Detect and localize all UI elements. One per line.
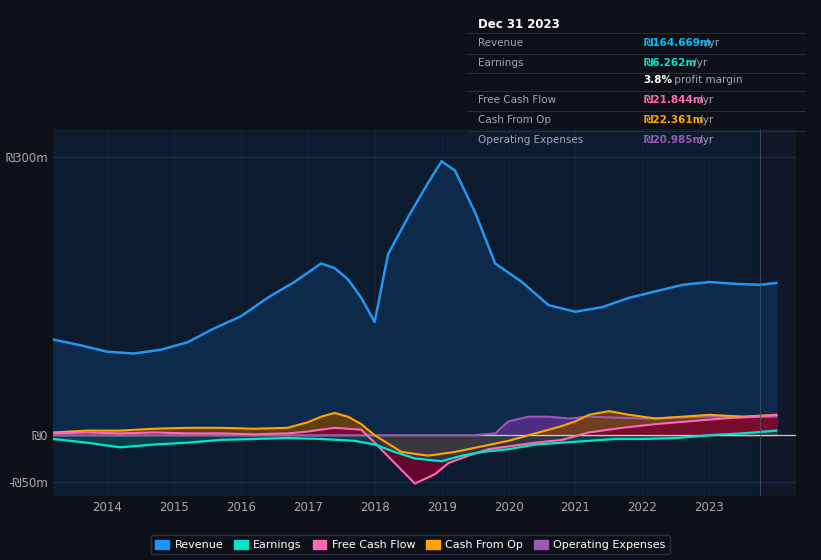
Text: Revenue: Revenue — [478, 38, 523, 48]
Text: ₪22.361m: ₪22.361m — [643, 115, 704, 125]
Text: /yr: /yr — [696, 95, 713, 105]
Text: /yr: /yr — [696, 135, 713, 144]
Text: /yr: /yr — [690, 58, 708, 68]
Text: Dec 31 2023: Dec 31 2023 — [478, 17, 559, 31]
Text: Operating Expenses: Operating Expenses — [478, 135, 583, 144]
Text: ₪6.262m: ₪6.262m — [643, 58, 696, 68]
Text: 3.8%: 3.8% — [643, 74, 672, 85]
Text: /yr: /yr — [696, 115, 713, 125]
Text: ₪164.669m: ₪164.669m — [643, 38, 711, 48]
Text: ₪20.985m: ₪20.985m — [643, 135, 704, 144]
Text: Cash From Op: Cash From Op — [478, 115, 551, 125]
Legend: Revenue, Earnings, Free Cash Flow, Cash From Op, Operating Expenses: Revenue, Earnings, Free Cash Flow, Cash … — [151, 535, 670, 554]
Text: Free Cash Flow: Free Cash Flow — [478, 95, 556, 105]
Text: profit margin: profit margin — [672, 74, 743, 85]
Text: ₪21.844m: ₪21.844m — [643, 95, 704, 105]
Text: Earnings: Earnings — [478, 58, 523, 68]
Bar — [759, 129, 796, 496]
Text: /yr: /yr — [703, 38, 720, 48]
